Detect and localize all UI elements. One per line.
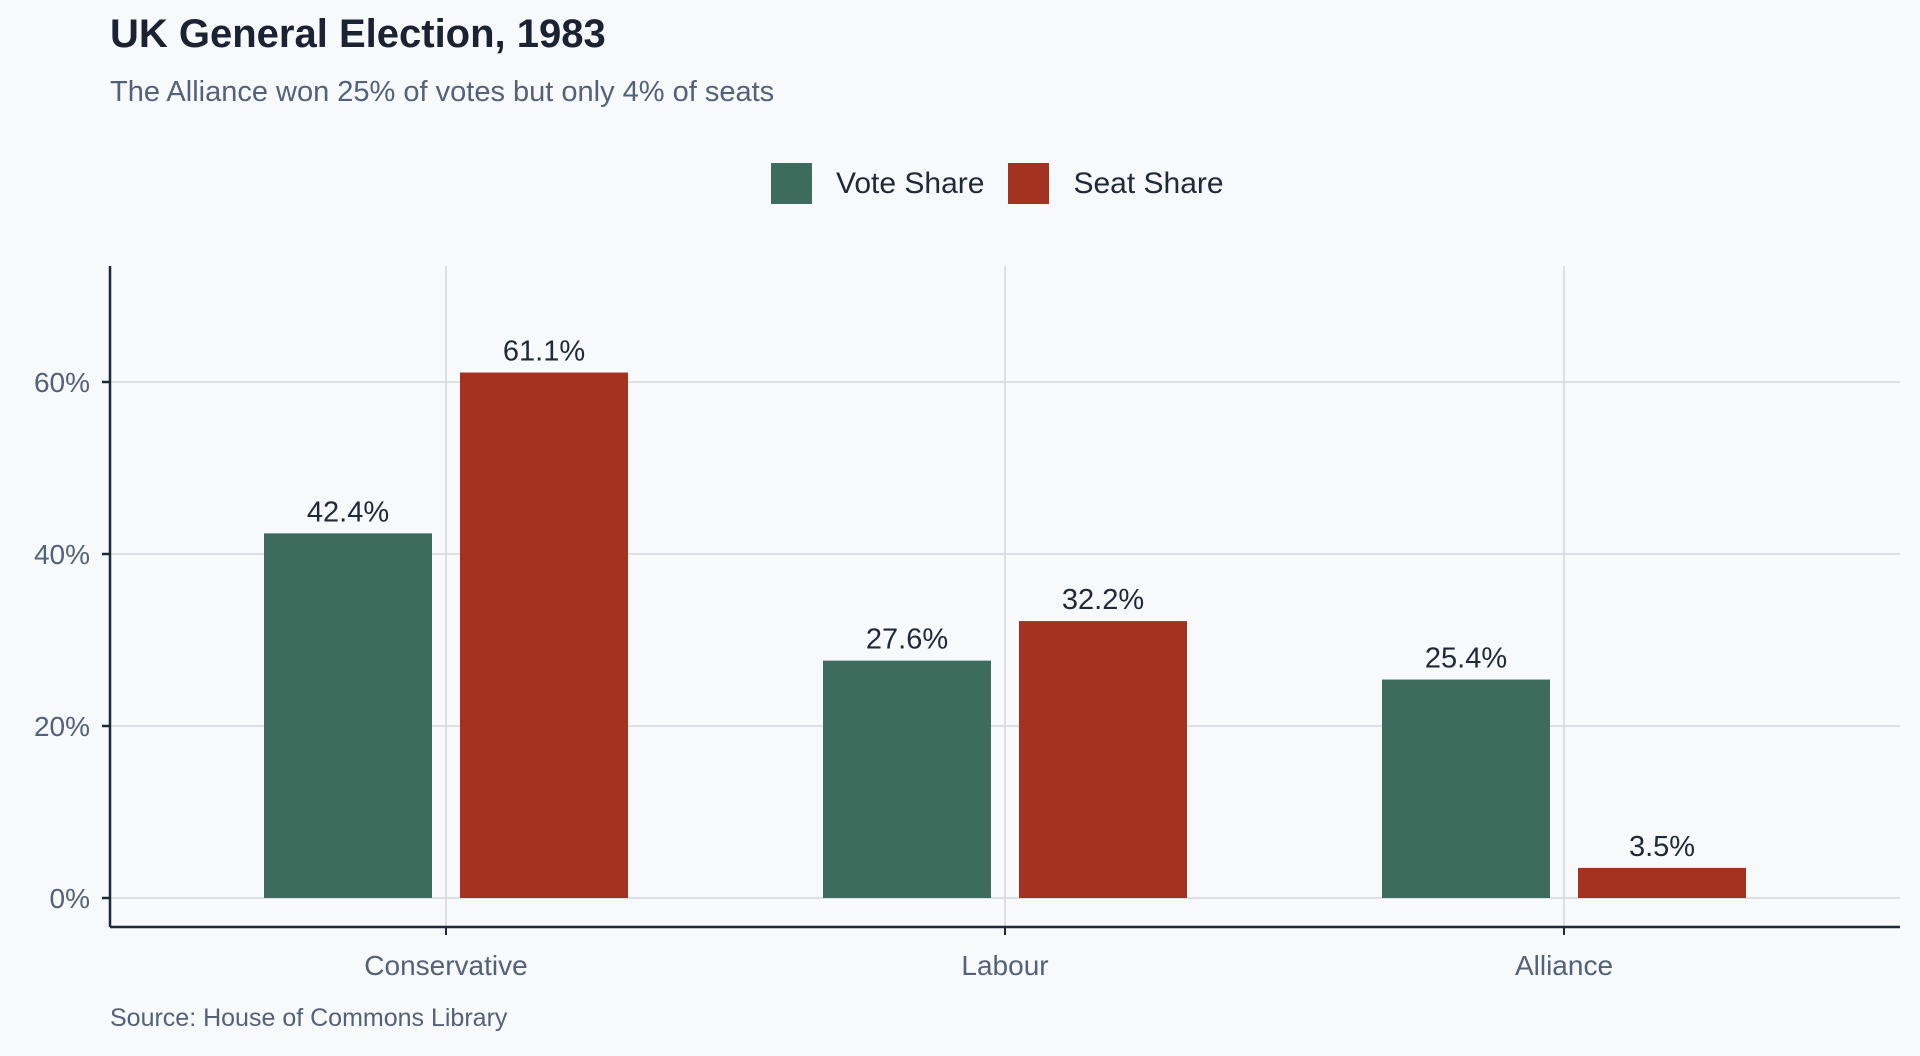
data-label: 25.4% [1425,643,1507,675]
bar-seat-share-conservative [460,372,628,898]
source-note: Source: House of Commons Library [110,1004,508,1032]
legend-label-seat-share: Seat Share [1073,166,1224,200]
data-label: 32.2% [1062,584,1144,616]
y-tick-label: 0% [50,883,90,914]
bar-seat-share-alliance [1578,867,1746,898]
bars [264,372,1746,898]
bar-vote-share-labour [823,660,991,898]
chart-title: UK General Election, 1983 [110,12,606,56]
data-label: 27.6% [866,624,948,656]
y-tick-label: 60% [34,367,90,398]
legend: Vote Share Seat Share [771,163,1248,204]
legend-swatch-vote-share [771,163,812,204]
bar-vote-share-alliance [1382,679,1550,898]
x-tick-label: Alliance [1515,950,1613,981]
y-tick-label: 20% [34,711,90,742]
legend-label-vote-share: Vote Share [836,166,985,200]
legend-swatch-seat-share [1008,163,1050,204]
chart-subtitle: The Alliance won 25% of votes but only 4… [110,76,775,108]
data-label: 61.1% [503,336,585,368]
data-label: 42.4% [307,496,389,528]
legend-item-seat-share: Seat Share [1008,163,1224,204]
axes: 0% 20% 40% 60% Conservative Labour Alliance [34,266,1900,981]
bar-seat-share-labour [1019,621,1187,898]
y-tick-label: 40% [34,539,90,570]
x-tick-label: Conservative [364,950,527,981]
data-label: 3.5% [1629,831,1695,863]
x-tick-label: Labour [961,950,1048,981]
legend-item-vote-share: Vote Share [771,163,984,204]
data-labels: 42.4% 61.1% 27.6% 32.2% 25.4% 3.5% [307,336,1695,863]
bar-vote-share-conservative [264,533,432,898]
